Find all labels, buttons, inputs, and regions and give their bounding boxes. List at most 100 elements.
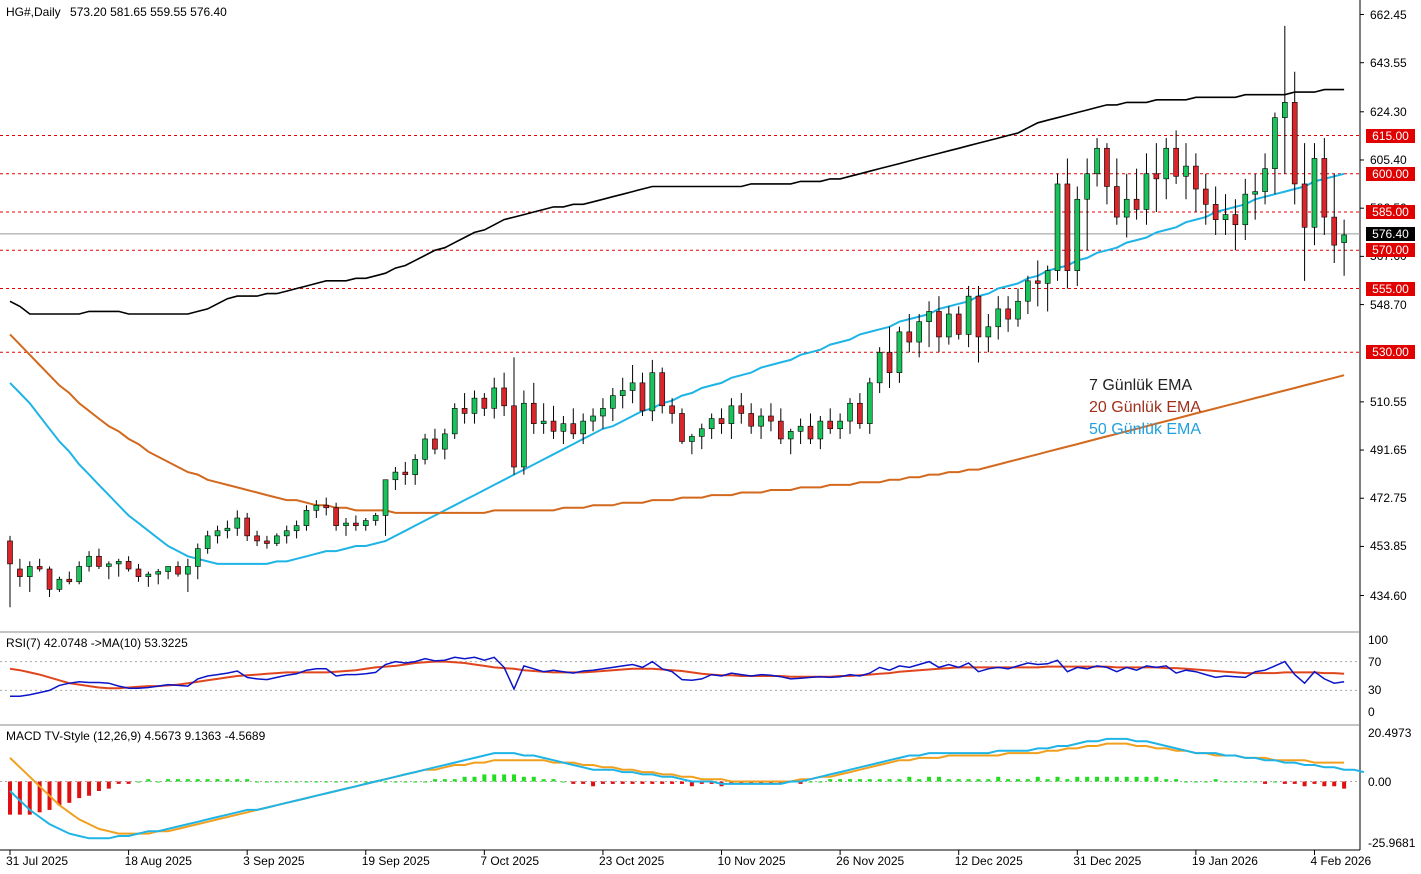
candle-body: [896, 331, 903, 373]
candle-body: [1193, 165, 1199, 190]
macd-histogram-bar: [1342, 781, 1347, 789]
candle-body: [451, 408, 458, 435]
macd-histogram-bar: [749, 781, 754, 784]
macd-histogram-bar: [877, 779, 882, 782]
macd-signal-line: [9, 742, 1345, 835]
candle-body: [985, 326, 992, 338]
macd-histogram-bar: [205, 779, 210, 782]
macd-histogram-bar: [383, 781, 388, 783]
candle-body: [965, 295, 972, 335]
macd-histogram-bar: [857, 779, 862, 782]
candle-body: [728, 405, 735, 424]
macd-histogram-bar: [136, 781, 141, 783]
ohlc-readout: 573.20 581.65 559.55 576.40: [70, 5, 227, 19]
macd-histogram-bar: [1016, 779, 1020, 782]
macd-histogram-bar: [591, 781, 596, 787]
macd-histogram-bar: [650, 781, 655, 784]
candle-body: [600, 408, 606, 417]
candle-body: [254, 535, 260, 542]
candle-body: [1094, 147, 1100, 175]
macd-histogram-bar: [818, 781, 823, 783]
price-level-tag: 530.00: [1366, 345, 1415, 360]
macd-histogram-bar: [413, 781, 418, 783]
macd-histogram-bar: [393, 781, 398, 783]
candle-body: [7, 540, 13, 565]
macd-histogram-bar: [630, 781, 635, 784]
macd-histogram-bar: [966, 779, 971, 782]
macd-histogram-bar: [116, 781, 121, 784]
candle-body: [36, 566, 43, 570]
macd-title: MACD TV-Style (12,26,9) 4.5673 9.1363 -4…: [6, 729, 266, 743]
candle-body: [669, 405, 675, 414]
candle-body: [471, 397, 478, 414]
macd-histogram-bar: [561, 781, 566, 783]
candle-body: [1321, 158, 1328, 218]
candle-body: [491, 387, 498, 409]
macd-histogram-bar: [907, 776, 912, 782]
candle-body: [185, 566, 191, 575]
time-tick-label: 23 Oct 2025: [598, 854, 665, 868]
price-tick-label: 624.30: [1370, 104, 1407, 119]
rsi-tick-label: 70: [1368, 654, 1382, 669]
candle-body: [1114, 186, 1120, 218]
macd-histogram-bar: [255, 781, 260, 783]
macd-histogram-bar: [1124, 776, 1129, 782]
macd-histogram-bar: [512, 774, 516, 782]
candle-body: [432, 438, 438, 450]
macd-histogram-bar: [1312, 781, 1317, 784]
rsi-tick-label: 0: [1368, 705, 1375, 719]
macd-histogram-bar: [1075, 776, 1080, 782]
price-tick-label: 453.85: [1370, 539, 1407, 554]
time-tick-label: 3 Sep 2025: [243, 854, 305, 868]
time-tick-label: 7 Oct 2025: [480, 854, 540, 868]
price-tick-label: 548.70: [1370, 297, 1407, 312]
macd-histogram-bar: [235, 779, 240, 782]
macd-histogram-bar: [472, 776, 477, 782]
candle-body: [1034, 280, 1041, 284]
candle-body: [1202, 188, 1209, 205]
macd-histogram-bar: [996, 776, 1001, 782]
macd-histogram-bar: [442, 779, 447, 782]
candle-body: [214, 530, 221, 537]
candle-body: [1212, 204, 1219, 220]
time-tick-label: 19 Sep 2025: [361, 854, 430, 868]
candle-body: [1015, 300, 1021, 320]
candle-body: [1183, 165, 1189, 177]
candle-body: [689, 436, 695, 442]
candle-body: [590, 415, 596, 422]
macd-histogram-bar: [571, 781, 576, 784]
macd-histogram-bar: [1253, 781, 1258, 783]
candle-body: [797, 425, 804, 432]
candle-body: [66, 578, 73, 583]
macd-histogram-bar: [264, 781, 269, 783]
candle-body: [698, 428, 705, 437]
macd-histogram-bar: [768, 781, 773, 784]
candle-body: [1173, 147, 1179, 177]
candle-body: [866, 382, 873, 424]
macd-histogram-bar: [166, 779, 171, 782]
candle-body: [807, 425, 814, 440]
candle-body: [106, 563, 112, 567]
candle-body: [56, 578, 63, 590]
candle-body: [975, 295, 982, 338]
candle-body: [580, 420, 586, 435]
candle-body: [1064, 183, 1071, 271]
macd-histogram-bar: [1104, 776, 1109, 782]
candle-body: [244, 517, 250, 537]
candle-body: [1104, 147, 1110, 187]
macd-histogram-bar: [1095, 776, 1100, 782]
price-tick-label: 605.40: [1370, 152, 1407, 167]
ema50-line: [9, 172, 1345, 565]
candle-body: [422, 438, 428, 460]
candle-body: [382, 479, 389, 516]
candle-body: [619, 390, 626, 396]
macd-tick-label: 20.4973: [1368, 726, 1412, 740]
candle-body: [560, 423, 567, 432]
macd-histogram-bar: [1272, 781, 1277, 783]
candle-body: [1025, 280, 1031, 302]
candle-body: [145, 573, 152, 577]
macd-histogram-bar: [324, 781, 329, 783]
macd-histogram-bar: [96, 781, 101, 791]
candle-body: [1054, 183, 1061, 271]
macd-histogram-bar: [541, 779, 546, 782]
